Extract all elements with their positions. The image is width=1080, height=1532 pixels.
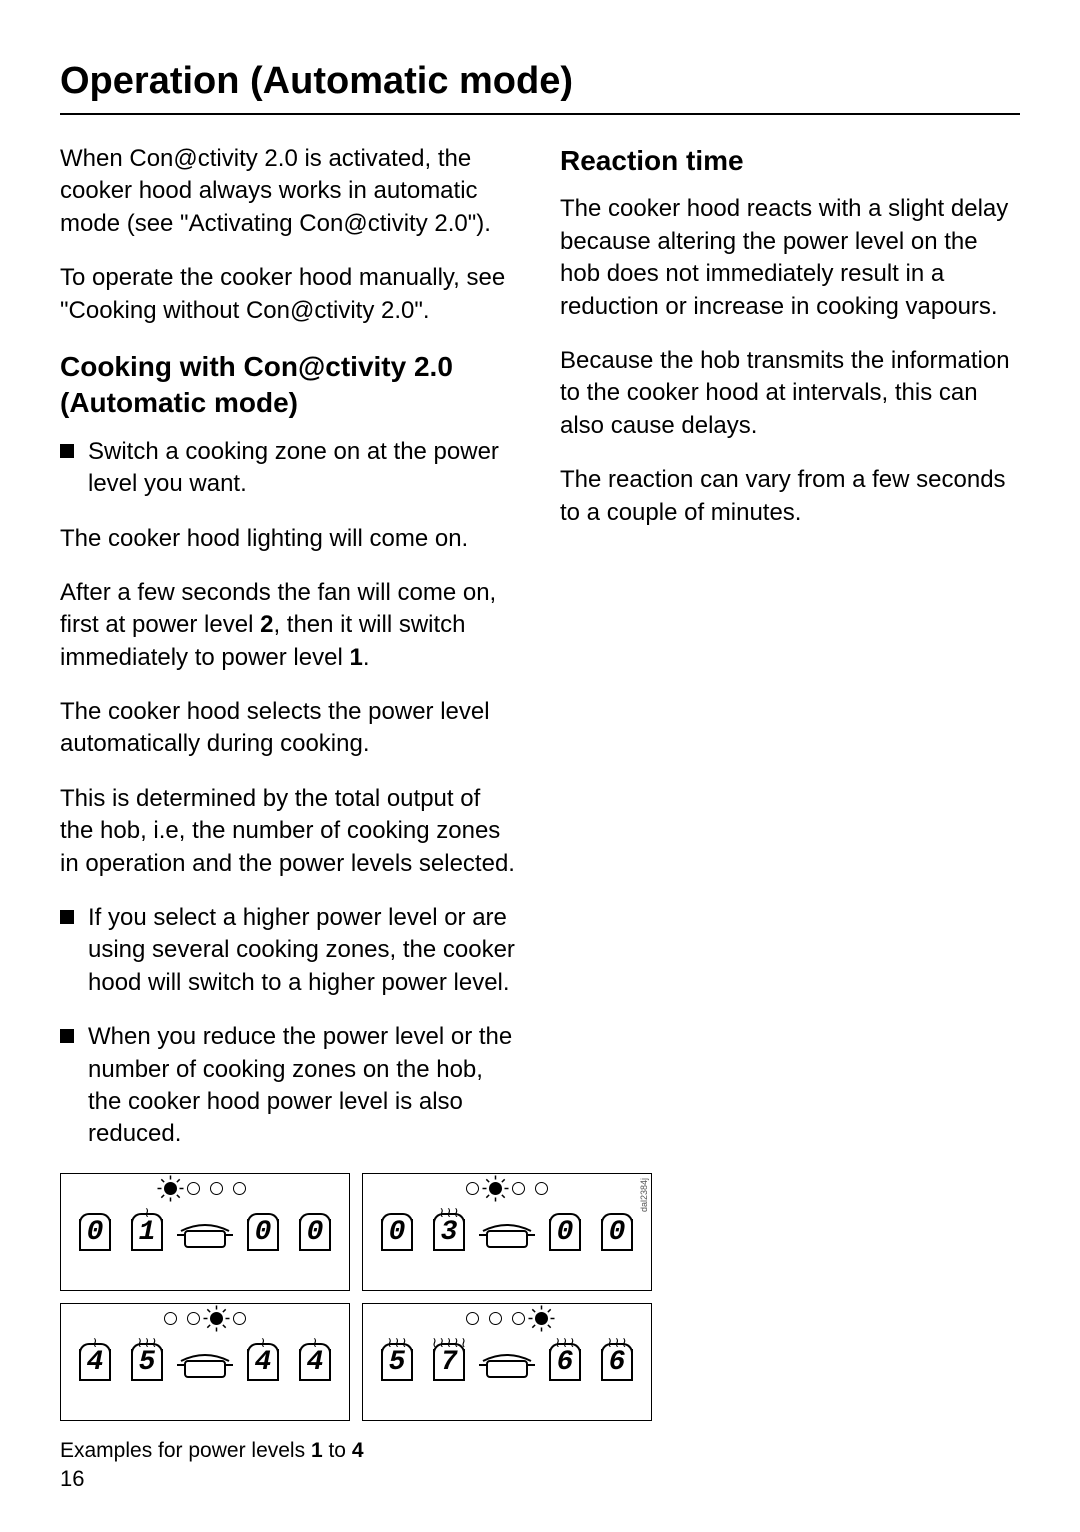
bullet-text: If you select a higher power level or ar… [88, 902, 520, 999]
paragraph: The cooker hood lighting will come on. [60, 523, 520, 555]
text-run: . [363, 644, 370, 671]
burner-digit: 3 [433, 1219, 466, 1251]
led-row [373, 1182, 641, 1195]
burner-digit: 6 [549, 1349, 582, 1381]
pot-icon [175, 1347, 235, 1381]
left-column: When Con@ctivity 2.0 is activated, the c… [60, 143, 520, 1463]
bullet-item: Switch a cooking zone on at the power le… [60, 436, 520, 501]
section-heading-reaction: Reaction time [560, 143, 1020, 179]
led-off-icon [187, 1312, 200, 1325]
figure-panel: ≀≀≀5≀≀≀≀≀7 ≀≀≀6≀≀≀6 [362, 1303, 652, 1421]
figure-caption: Examples for power levels 1 to 4 [60, 1439, 520, 1463]
figure-panel: 0≀100 [60, 1173, 350, 1291]
burner-indicator: ≀4 [239, 1331, 287, 1381]
pot-icon [477, 1347, 537, 1381]
led-off-icon [187, 1182, 200, 1195]
bold-number: 1 [349, 644, 362, 671]
figure-panel: ≀4≀≀≀5≀4≀4 [60, 1303, 350, 1421]
burner-indicator: ≀≀≀3 [425, 1201, 473, 1251]
led-off-icon [164, 1312, 177, 1325]
paragraph: Because the hob transmits the informatio… [560, 345, 1020, 442]
paragraph: The cooker hood selects the power level … [60, 696, 520, 761]
burner-indicator: ≀4 [71, 1331, 119, 1381]
paragraph: This is determined by the total output o… [60, 783, 520, 880]
led-on-icon [535, 1312, 548, 1325]
power-level-figure: 0≀100dal2384j0≀≀≀300≀4≀≀≀5≀4≀4≀≀≀5≀≀≀≀≀7… [60, 1173, 520, 1421]
burner-digit: 0 [381, 1219, 414, 1251]
led-off-icon [512, 1312, 525, 1325]
burner-digit: 6 [601, 1349, 634, 1381]
burner-digit: 1 [131, 1219, 164, 1251]
burner-indicator: ≀≀≀6 [593, 1331, 641, 1381]
led-row [373, 1312, 641, 1325]
bold-number: 2 [260, 611, 273, 638]
burner-digit: 5 [381, 1349, 414, 1381]
paragraph: After a few seconds the fan will come on… [60, 577, 520, 674]
burner-digit: 0 [549, 1219, 582, 1251]
led-off-icon [466, 1182, 479, 1195]
burner-digit: 0 [247, 1219, 280, 1251]
bullet-text: When you reduce the power level or the n… [88, 1021, 520, 1151]
burner-digit: 0 [299, 1219, 332, 1251]
burner-indicator: 0 [71, 1201, 119, 1251]
bullet-item: When you reduce the power level or the n… [60, 1021, 520, 1151]
pot-icon [477, 1217, 537, 1251]
text-run: Examples for power levels [60, 1439, 311, 1462]
bullet-marker-icon [60, 910, 74, 924]
led-on-icon [210, 1312, 223, 1325]
led-off-icon [489, 1312, 502, 1325]
burner-indicator: 0 [593, 1201, 641, 1251]
burner-indicator: ≀≀≀5 [123, 1331, 171, 1381]
led-off-icon [233, 1182, 246, 1195]
burner-digit: 0 [79, 1219, 112, 1251]
hob-row: 0≀100 [71, 1201, 339, 1251]
burner-indicator: 0 [291, 1201, 339, 1251]
figure-id-label: dal2384j [639, 1178, 649, 1212]
manual-page: Operation (Automatic mode) When Con@ctiv… [0, 0, 1080, 1532]
burner-indicator: 0 [373, 1201, 421, 1251]
burner-digit: 4 [299, 1349, 332, 1381]
burner-indicator: 0 [239, 1201, 287, 1251]
bold-number: 4 [352, 1439, 364, 1462]
led-off-icon [210, 1182, 223, 1195]
burner-indicator: ≀1 [123, 1201, 171, 1251]
burner-digit: 4 [79, 1349, 112, 1381]
two-column-layout: When Con@ctivity 2.0 is activated, the c… [60, 143, 1020, 1463]
burner-indicator: ≀≀≀6 [541, 1331, 589, 1381]
intro-paragraph-1: When Con@ctivity 2.0 is activated, the c… [60, 143, 520, 240]
led-off-icon [466, 1312, 479, 1325]
pot-icon [175, 1217, 235, 1251]
led-off-icon [233, 1312, 246, 1325]
bullet-item: If you select a higher power level or ar… [60, 902, 520, 999]
paragraph: The reaction can vary from a few seconds… [560, 464, 1020, 529]
led-row [71, 1182, 339, 1195]
burner-digit: 0 [601, 1219, 634, 1251]
burner-digit: 5 [131, 1349, 164, 1381]
led-row [71, 1312, 339, 1325]
text-run: to [323, 1439, 352, 1462]
led-off-icon [512, 1182, 525, 1195]
bullet-marker-icon [60, 444, 74, 458]
paragraph: The cooker hood reacts with a slight del… [560, 193, 1020, 323]
led-on-icon [489, 1182, 502, 1195]
burner-digit: 4 [247, 1349, 280, 1381]
page-number: 16 [60, 1466, 84, 1492]
intro-paragraph-2: To operate the cooker hood manually, see… [60, 262, 520, 327]
page-title: Operation (Automatic mode) [60, 60, 1020, 115]
burner-indicator: ≀≀≀≀≀7 [425, 1331, 473, 1381]
bold-number: 1 [311, 1439, 323, 1462]
hob-row: ≀≀≀5≀≀≀≀≀7 ≀≀≀6≀≀≀6 [373, 1331, 641, 1381]
burner-indicator: 0 [541, 1201, 589, 1251]
bullet-text: Switch a cooking zone on at the power le… [88, 436, 520, 501]
hob-row: ≀4≀≀≀5≀4≀4 [71, 1331, 339, 1381]
burner-indicator: ≀4 [291, 1331, 339, 1381]
led-on-icon [164, 1182, 177, 1195]
section-heading-cooking: Cooking with Con@ctivity 2.0 (Automatic … [60, 349, 520, 422]
burner-digit: 7 [433, 1349, 466, 1381]
bullet-marker-icon [60, 1029, 74, 1043]
burner-indicator: ≀≀≀5 [373, 1331, 421, 1381]
led-off-icon [535, 1182, 548, 1195]
hob-row: 0≀≀≀300 [373, 1201, 641, 1251]
figure-panel: dal2384j0≀≀≀300 [362, 1173, 652, 1291]
